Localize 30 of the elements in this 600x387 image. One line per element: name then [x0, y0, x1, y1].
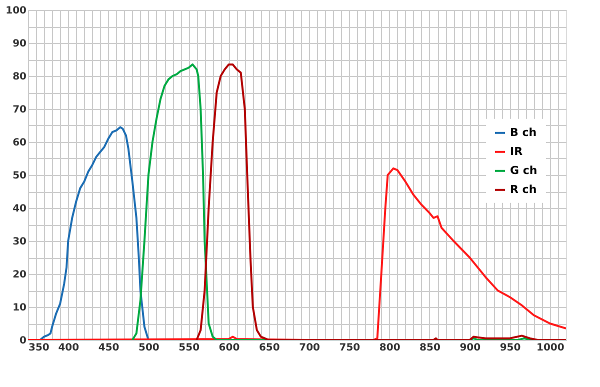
x-tick-label: 850 — [420, 342, 440, 354]
y-tick-label: 50 — [12, 170, 27, 182]
x-tick-label: 550 — [178, 342, 200, 354]
x-tick-label: 350 — [28, 342, 50, 354]
x-tick-label: 700 — [299, 342, 320, 354]
y-tick-label: 0 — [20, 336, 27, 346]
y-tick-label: 70 — [12, 104, 27, 116]
legend-label: IR — [510, 144, 524, 158]
y-tick-label: 20 — [12, 270, 27, 280]
x-tick-label: 500 — [138, 342, 160, 354]
legend-label: R ch — [510, 182, 537, 196]
legend-label: G ch — [510, 164, 538, 177]
y-tick-label: 30 — [12, 236, 27, 248]
x-tick-label: 1000 — [536, 342, 564, 354]
legend-label: B ch — [510, 126, 537, 139]
y-tick-label: 100 — [6, 6, 27, 16]
y-tick-label: 10 — [12, 302, 27, 314]
x-tick-label: 650 — [258, 342, 280, 354]
y-tick-label: 80 — [12, 72, 27, 82]
y-tick-label: 60 — [12, 138, 27, 148]
y-tick-label: 40 — [12, 204, 27, 214]
x-tick-label: 950 — [500, 342, 521, 354]
line-series — [39, 126, 150, 340]
x-tick-label: 450 — [98, 342, 120, 354]
x-tick-label: 400 — [58, 342, 80, 354]
y-tick-label: 90 — [12, 38, 27, 50]
x-tick-label: 750 — [339, 342, 360, 354]
x-tick-label: 600 — [218, 342, 240, 354]
x-tick-label: 900 — [460, 342, 481, 354]
x-tick-label: 800 — [379, 342, 400, 354]
